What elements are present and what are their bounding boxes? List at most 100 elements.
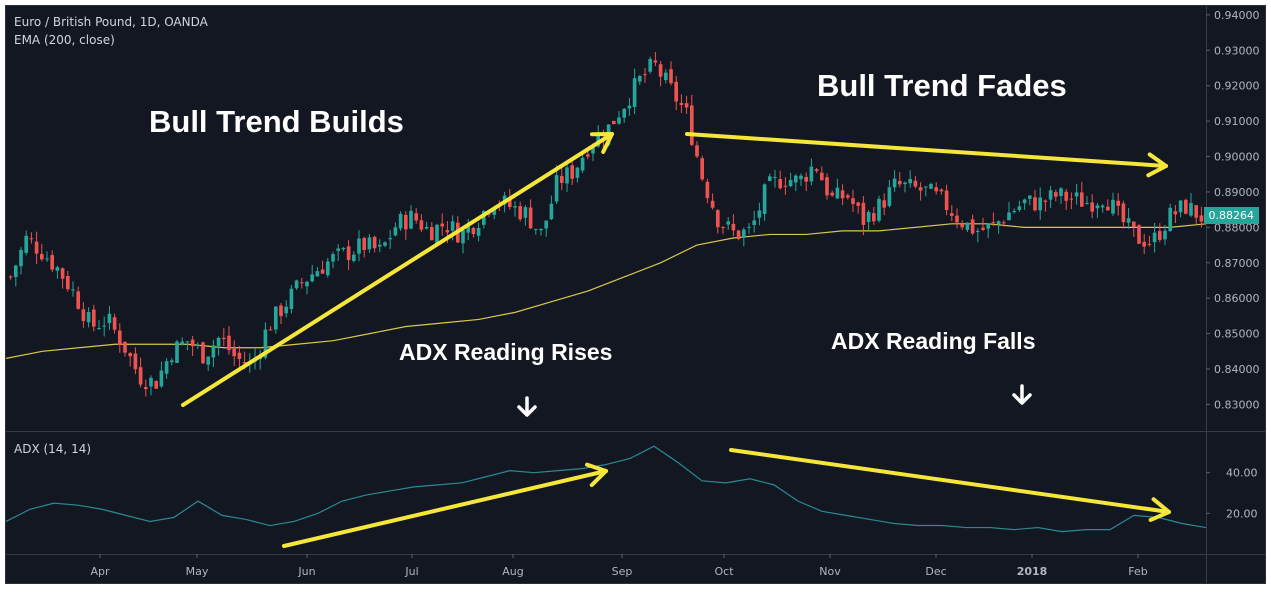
candle-body [674, 81, 679, 102]
candle-body [835, 187, 840, 199]
candle-body [861, 202, 866, 225]
candle-body [944, 190, 949, 210]
candle-body [721, 227, 725, 229]
candle-body [762, 184, 767, 214]
adx-line [6, 445, 1207, 533]
y-tick-label: 0.85000 [1214, 328, 1260, 341]
candle-body [279, 305, 283, 317]
arrow-bull-fades [685, 132, 1168, 168]
y-tick-label: 0.90000 [1214, 151, 1260, 164]
candle-body [1163, 230, 1167, 240]
candle-body [871, 213, 876, 222]
candle-body [466, 226, 471, 233]
candle-body [185, 341, 190, 343]
arrow-bull-fades-head [1146, 152, 1168, 178]
candle-body [34, 241, 39, 254]
candle-body [351, 254, 356, 261]
candle-body [1079, 192, 1084, 207]
candle-body [986, 223, 991, 229]
annotation-bull-builds: Bull Trend Builds [149, 104, 404, 139]
candle-body [159, 370, 164, 387]
candle-body [1038, 197, 1043, 211]
candle-body [299, 282, 304, 284]
chart-canvas: 0.94000 0.93000 0.92000 0.91000 0.90000 0.890… [6, 6, 1265, 583]
candle-body [809, 166, 814, 182]
candle-body [273, 306, 278, 330]
candle-body [825, 177, 829, 196]
candle-body [341, 247, 346, 250]
candle-body [804, 176, 809, 182]
candle-body [726, 221, 731, 225]
candle-body [955, 215, 959, 223]
y-tick-label: 0.84000 [1214, 363, 1260, 376]
y-tick-label: 0.93000 [1214, 44, 1260, 57]
candle-body [684, 103, 689, 108]
candle-body [851, 198, 855, 204]
candle-body [559, 175, 564, 183]
candle-body [1022, 199, 1027, 204]
candle-body [398, 213, 403, 229]
annotation-adx-rises: ADX Reading Rises [399, 339, 613, 365]
candle-body [518, 206, 523, 220]
candle-body [1048, 190, 1053, 200]
candle-body [627, 105, 632, 109]
candle-body [513, 206, 517, 208]
candle-body [128, 353, 133, 357]
candle-body [1168, 207, 1173, 231]
trend-arrows [181, 132, 1171, 548]
candle-body [419, 220, 424, 230]
candle-body [377, 244, 382, 247]
candle-body [440, 223, 445, 227]
candle-body [268, 329, 273, 331]
candle-body [1173, 211, 1178, 215]
candle-body [367, 237, 372, 250]
candle-body [507, 197, 512, 208]
candle-body [887, 187, 892, 206]
candle-body [336, 248, 341, 251]
annotation-bull-fades: Bull Trend Fades [817, 68, 1067, 103]
x-tick-label: Apr [90, 565, 110, 578]
candle-body [409, 210, 413, 229]
y-tick-label: 0.87000 [1214, 257, 1260, 270]
candle-body [549, 203, 554, 220]
candle-body [757, 210, 762, 218]
candle-body [705, 181, 710, 199]
candle-body [76, 291, 81, 309]
candle-body [1126, 218, 1131, 223]
candle-body [206, 356, 211, 365]
candle-body [284, 306, 289, 314]
candle-body [1085, 203, 1089, 205]
candle-body [1064, 191, 1069, 201]
candle-body [523, 207, 528, 218]
arrow-adx-rises [282, 469, 608, 548]
x-tick-label: Jun [297, 565, 315, 578]
candle-body [903, 182, 907, 185]
candle-body [164, 361, 169, 374]
candle-body [357, 238, 361, 254]
adx-legend: ADX (14, 14) [14, 442, 92, 456]
candle-body [39, 253, 44, 260]
candle-body [1027, 195, 1032, 199]
x-tick-label: Dec [925, 565, 946, 578]
adx-tick-label: 20.00 [1226, 507, 1258, 520]
candle-body [195, 345, 200, 347]
candle-body [632, 78, 637, 108]
candle-body [331, 254, 335, 262]
candle-body [949, 213, 954, 216]
candle-body [294, 280, 299, 289]
chart-panel: 0.94000 0.93000 0.92000 0.91000 0.90000 0.890… [5, 5, 1266, 584]
candle-body [565, 167, 569, 184]
ema-legend: EMA (200, close) [14, 33, 115, 47]
candle-body [1074, 192, 1079, 197]
candle-body [1111, 199, 1115, 214]
candle-body [908, 179, 913, 184]
candle-body [190, 339, 195, 347]
candle-body [13, 265, 18, 278]
y-tick-label: 0.88000 [1214, 221, 1260, 234]
candle-body [554, 175, 559, 202]
candle-body [695, 145, 699, 157]
candle-body [154, 381, 159, 389]
candle-body [1131, 221, 1136, 227]
candle-body [55, 267, 60, 271]
candle-body [180, 341, 185, 345]
